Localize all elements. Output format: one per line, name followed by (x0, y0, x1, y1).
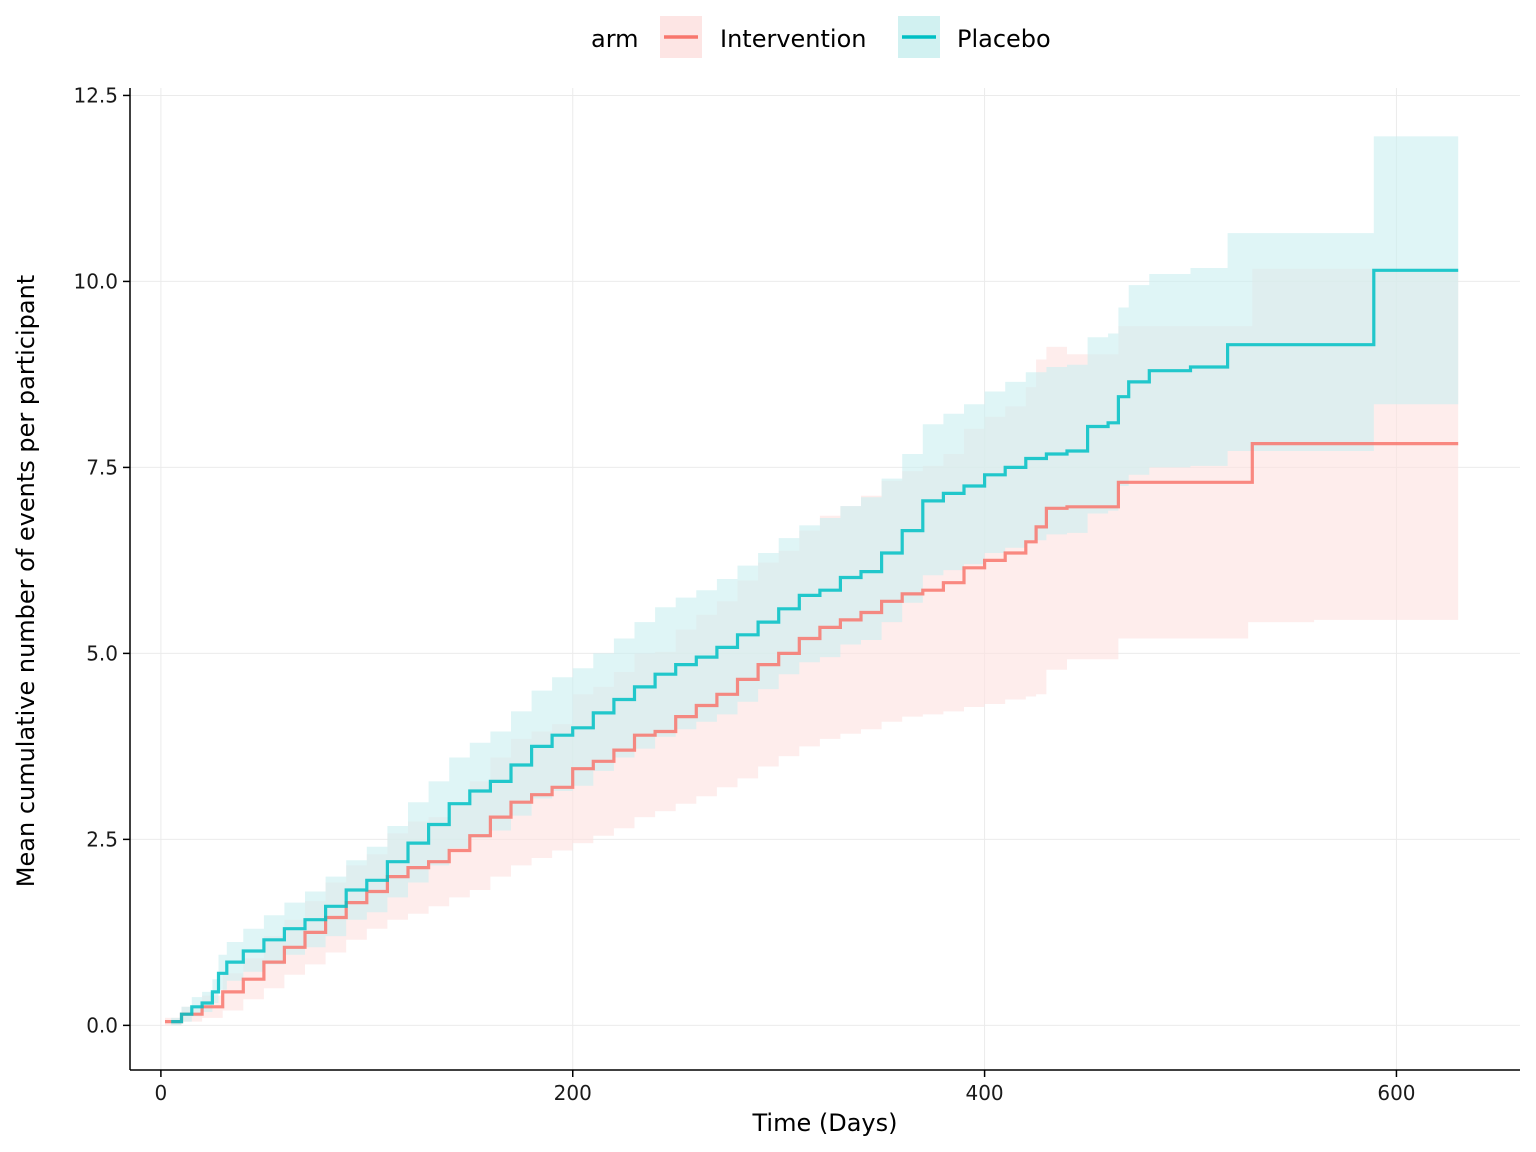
legend-label-intervention: Intervention (720, 25, 866, 53)
y-axis-title: Mean cumulative number of events per par… (12, 275, 40, 887)
legend-entries: Intervention Placebo (660, 16, 1051, 58)
confidence-bands (165, 136, 1459, 1026)
x-tick-label-3: 600 (1377, 1081, 1415, 1105)
x-axis-title: Time (Days) (752, 1109, 898, 1137)
y-tick-label-2: 5.0 (86, 641, 118, 665)
series-lines (165, 268, 1459, 1024)
legend-title: arm (591, 25, 639, 53)
x-tick-label-2: 400 (965, 1081, 1003, 1105)
y-tick-label-5: 12.5 (73, 83, 118, 107)
y-tick-label-1: 2.5 (86, 827, 118, 851)
y-tick-label-3: 7.5 (86, 455, 118, 479)
y-tick-label-4: 10.0 (73, 269, 118, 293)
x-tick-label-1: 200 (554, 1081, 592, 1105)
grid-layer (130, 88, 1520, 1070)
axes (129, 88, 1520, 1071)
line-placebo (171, 268, 1459, 1024)
band-placebo (171, 136, 1459, 1026)
line-intervention (165, 442, 1459, 1024)
legend-label-placebo: Placebo (957, 25, 1051, 53)
legend: arm Intervention Placebo (591, 16, 1051, 58)
ticks: 0 200 400 600 0.0 2.5 5.0 7.5 10.0 12.5 (73, 83, 1415, 1105)
y-tick-label-0: 0.0 (86, 1013, 118, 1037)
x-tick-label-0: 0 (155, 1081, 168, 1105)
